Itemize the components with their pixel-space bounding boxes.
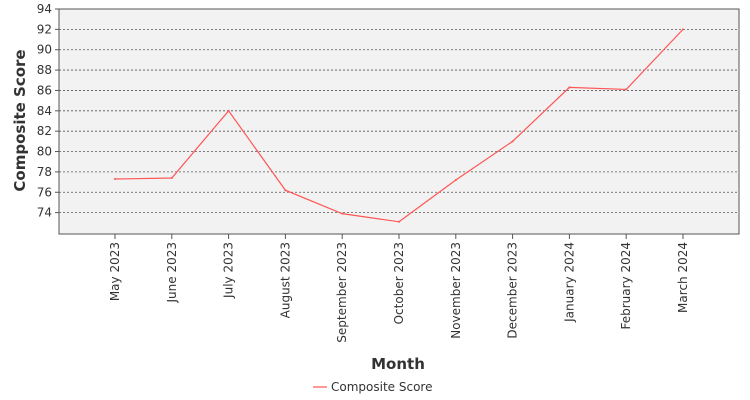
x-tick-label: August 2023	[278, 242, 292, 318]
x-tick-label: July 2023	[222, 242, 236, 299]
x-tick-label: February 2024	[619, 242, 633, 330]
x-tick-label: January 2024	[562, 242, 576, 323]
legend: Composite Score	[313, 380, 432, 394]
data-point	[284, 189, 287, 192]
y-tick-label: 94	[37, 2, 52, 16]
series-layer	[114, 28, 684, 223]
y-tick-label: 82	[37, 124, 52, 138]
gridlines	[59, 28, 739, 214]
data-point	[398, 220, 400, 223]
x-axis: May 2023 June 2023 July 2023 August 2023 Sep…	[108, 234, 690, 343]
legend-label: Composite Score	[331, 380, 432, 394]
plot-area	[59, 9, 739, 234]
y-tick-label: 92	[37, 22, 52, 36]
x-tick-label: November 2023	[449, 242, 463, 339]
y-tick-label: 88	[37, 63, 52, 77]
data-point	[114, 178, 116, 181]
y-tick-label: 78	[37, 165, 52, 179]
data-point	[568, 86, 571, 89]
x-tick-label: October 2023	[392, 242, 406, 324]
data-point	[341, 212, 344, 215]
data-point	[682, 28, 684, 31]
y-tick-label: 80	[37, 145, 52, 159]
x-axis-title: Month	[371, 355, 425, 373]
x-tick-label: March 2024	[676, 242, 690, 313]
y-axis: 74 76 78 80 82 84 86 88 90 92 94	[37, 2, 59, 220]
x-tick-label: May 2023	[108, 242, 122, 301]
y-axis-title: Composite Score	[11, 49, 29, 191]
data-point	[170, 177, 173, 180]
x-tick-label: September 2023	[335, 242, 349, 343]
y-tick-label: 86	[37, 83, 52, 97]
data-point	[625, 88, 628, 91]
y-tick-label: 76	[37, 185, 52, 199]
data-point	[227, 109, 230, 112]
x-tick-label: June 2023	[165, 242, 179, 304]
y-tick-label: 84	[37, 104, 52, 118]
y-tick-label: 74	[37, 206, 52, 220]
y-tick-label: 90	[37, 43, 52, 57]
data-point	[511, 140, 514, 143]
x-tick-label: December 2023	[506, 242, 520, 339]
plot-frame	[58, 8, 740, 235]
data-point	[454, 179, 457, 182]
